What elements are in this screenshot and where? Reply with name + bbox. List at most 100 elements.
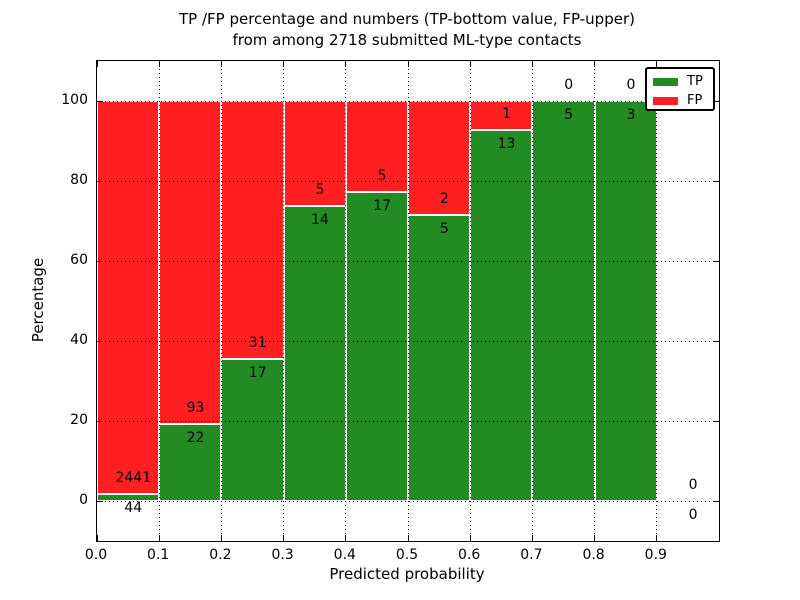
x-tick-label: 0.8: [582, 547, 605, 563]
x-tick-mark: [283, 61, 285, 67]
fp-count-label: 5: [315, 182, 325, 199]
fp-count-label: 0: [564, 77, 574, 93]
x-tick-label: 0.1: [147, 547, 170, 563]
y-tick-label: 0: [79, 492, 88, 508]
y-tick-label: 100: [61, 92, 88, 108]
x-tick-mark: [345, 535, 347, 541]
gridline-v: [220, 61, 222, 541]
y-tick-mark: [97, 100, 103, 102]
x-tick-mark: [469, 535, 471, 541]
fp-count-label: 0: [688, 477, 698, 493]
y-tick-mark: [713, 260, 719, 262]
y-tick-label: 20: [70, 412, 88, 428]
plot-area: [96, 60, 720, 542]
legend-label-fp: FP: [687, 93, 703, 108]
x-tick-mark: [531, 535, 533, 541]
fp-count-label: 1: [502, 105, 511, 122]
bar-segment-tp: [221, 359, 284, 501]
fp-count-label: 31: [248, 335, 267, 352]
tp-count-label: 3: [626, 107, 636, 123]
tp-count-label: 5: [564, 107, 574, 123]
fp-count-label: 5: [377, 167, 387, 184]
y-tick-mark: [713, 180, 719, 182]
bar-segment-tp: [408, 215, 471, 501]
x-tick-label: 0.7: [520, 547, 543, 563]
x-tick-mark: [283, 535, 285, 541]
bar-segment-tp: [283, 206, 346, 501]
x-tick-mark: [594, 535, 596, 541]
tp-swatch-icon: [653, 77, 678, 86]
x-tick-label: 0.6: [458, 547, 481, 563]
y-tick-label: 40: [70, 332, 88, 348]
gridline-v: [469, 61, 471, 541]
gridline-v: [283, 61, 285, 541]
y-tick-mark: [713, 100, 719, 102]
gridline-v: [594, 61, 596, 541]
x-tick-label: 0.5: [395, 547, 419, 563]
fp-count-label: 0: [626, 77, 636, 93]
y-tick-label: 80: [70, 172, 88, 188]
gridline-v: [345, 61, 347, 541]
x-tick-mark: [158, 61, 160, 67]
y-tick-mark: [713, 340, 719, 342]
bar-segment-fp: [408, 101, 471, 216]
bar-segment-tp: [345, 191, 408, 501]
tp-count-label: 0: [688, 507, 698, 523]
x-tick-mark: [656, 61, 658, 67]
x-tick-mark: [656, 535, 658, 541]
chart-title-line1: TP /FP percentage and numbers (TP-bottom…: [179, 10, 635, 28]
x-tick-mark: [96, 535, 98, 541]
y-axis-label: Percentage: [29, 257, 47, 343]
y-tick-label: 60: [70, 252, 88, 268]
x-tick-mark: [96, 61, 98, 67]
x-tick-mark: [531, 61, 533, 67]
bar-segment-tp: [470, 129, 533, 501]
y-tick-mark: [97, 340, 103, 342]
y-tick-mark: [97, 260, 103, 262]
chart-title: TP /FP percentage and numbers (TP-bottom…: [96, 9, 718, 51]
tp-count-label: 17: [248, 365, 267, 382]
x-tick-mark: [220, 535, 222, 541]
tp-count-label: 14: [310, 212, 329, 229]
y-tick-mark: [97, 180, 103, 182]
gridline-v: [407, 61, 409, 541]
bar-segment-fp: [345, 101, 408, 192]
bar-segment-fp: [159, 101, 222, 425]
x-tick-mark: [407, 535, 409, 541]
x-tick-mark: [220, 61, 222, 67]
fp-swatch-icon: [653, 96, 678, 105]
y-tick-mark: [97, 420, 103, 422]
legend: TP FP: [645, 67, 715, 111]
bar-segment-tp: [159, 424, 222, 501]
bar-segment-fp: [97, 101, 160, 494]
fp-count-label: 2441: [115, 469, 152, 486]
tp-count-label: 5: [439, 221, 449, 238]
bar-segment-tp: [594, 101, 657, 501]
fp-count-label: 2: [439, 191, 449, 208]
gridline-v: [531, 61, 533, 541]
x-axis-label: Predicted probability: [329, 565, 485, 583]
x-tick-mark: [407, 61, 409, 67]
bar-segment-fp: [283, 101, 346, 207]
fp-count-label: 93: [186, 400, 205, 417]
x-tick-label: 0.3: [271, 547, 294, 563]
x-tick-label: 0.4: [333, 547, 356, 563]
legend-label-tp: TP: [687, 74, 703, 89]
legend-item-fp: FP: [653, 91, 707, 110]
legend-item-tp: TP: [653, 72, 707, 91]
x-tick-mark: [594, 61, 596, 67]
tp-count-label: 17: [373, 197, 392, 214]
chart-title-line2: from among 2718 submitted ML-type contac…: [232, 31, 582, 49]
x-tick-label: 0.9: [644, 547, 667, 563]
y-tick-mark: [713, 420, 719, 422]
x-tick-mark: [158, 535, 160, 541]
gridline-v: [158, 61, 160, 541]
bar-segment-tp: [97, 493, 160, 501]
x-tick-mark: [469, 61, 471, 67]
x-tick-label: 0.0: [84, 547, 108, 563]
x-tick-mark: [345, 61, 347, 67]
gridline-v: [656, 61, 658, 541]
bar-segment-tp: [532, 101, 595, 501]
tp-count-label: 13: [497, 135, 516, 152]
